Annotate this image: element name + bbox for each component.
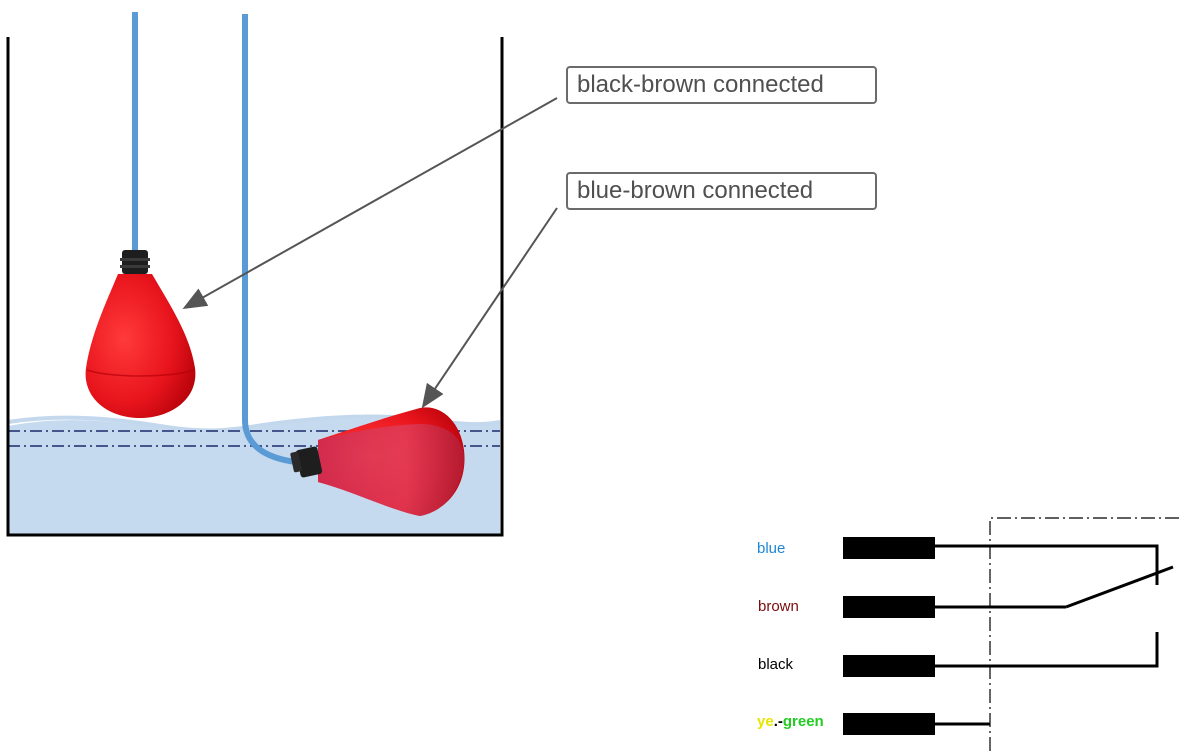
wire-label-ye-part: ye — [757, 713, 774, 730]
float-floating — [290, 407, 465, 516]
callout-black-brown: black-brown connected — [566, 66, 877, 104]
wire-label-ye-green: ye.-green — [757, 713, 824, 731]
wiring-schematic — [843, 517, 1183, 751]
wire-label-green-part: green — [782, 713, 824, 730]
terminal-black — [843, 655, 935, 677]
float-hanging — [85, 250, 196, 418]
callout-arrow-1 — [182, 97, 558, 309]
housing-boundary — [989, 517, 1183, 751]
callout-arrow-2 — [421, 207, 558, 409]
wire-blue — [935, 544, 1159, 585]
wire-black — [935, 632, 1159, 668]
terminal-blue — [843, 537, 935, 559]
terminal-brown — [843, 596, 935, 618]
callout-blue-brown: blue-brown connected — [566, 172, 877, 210]
wire-label-dash-part: .- — [773, 713, 783, 730]
tank-wall — [6, 37, 504, 537]
switch-blade — [1065, 565, 1174, 609]
terminal-ye-green — [843, 713, 935, 735]
wire-label-brown: brown — [758, 598, 799, 615]
wire-label-blue: blue — [757, 540, 786, 557]
wire-label-black: black — [758, 656, 794, 673]
cable-right — [242, 14, 297, 465]
